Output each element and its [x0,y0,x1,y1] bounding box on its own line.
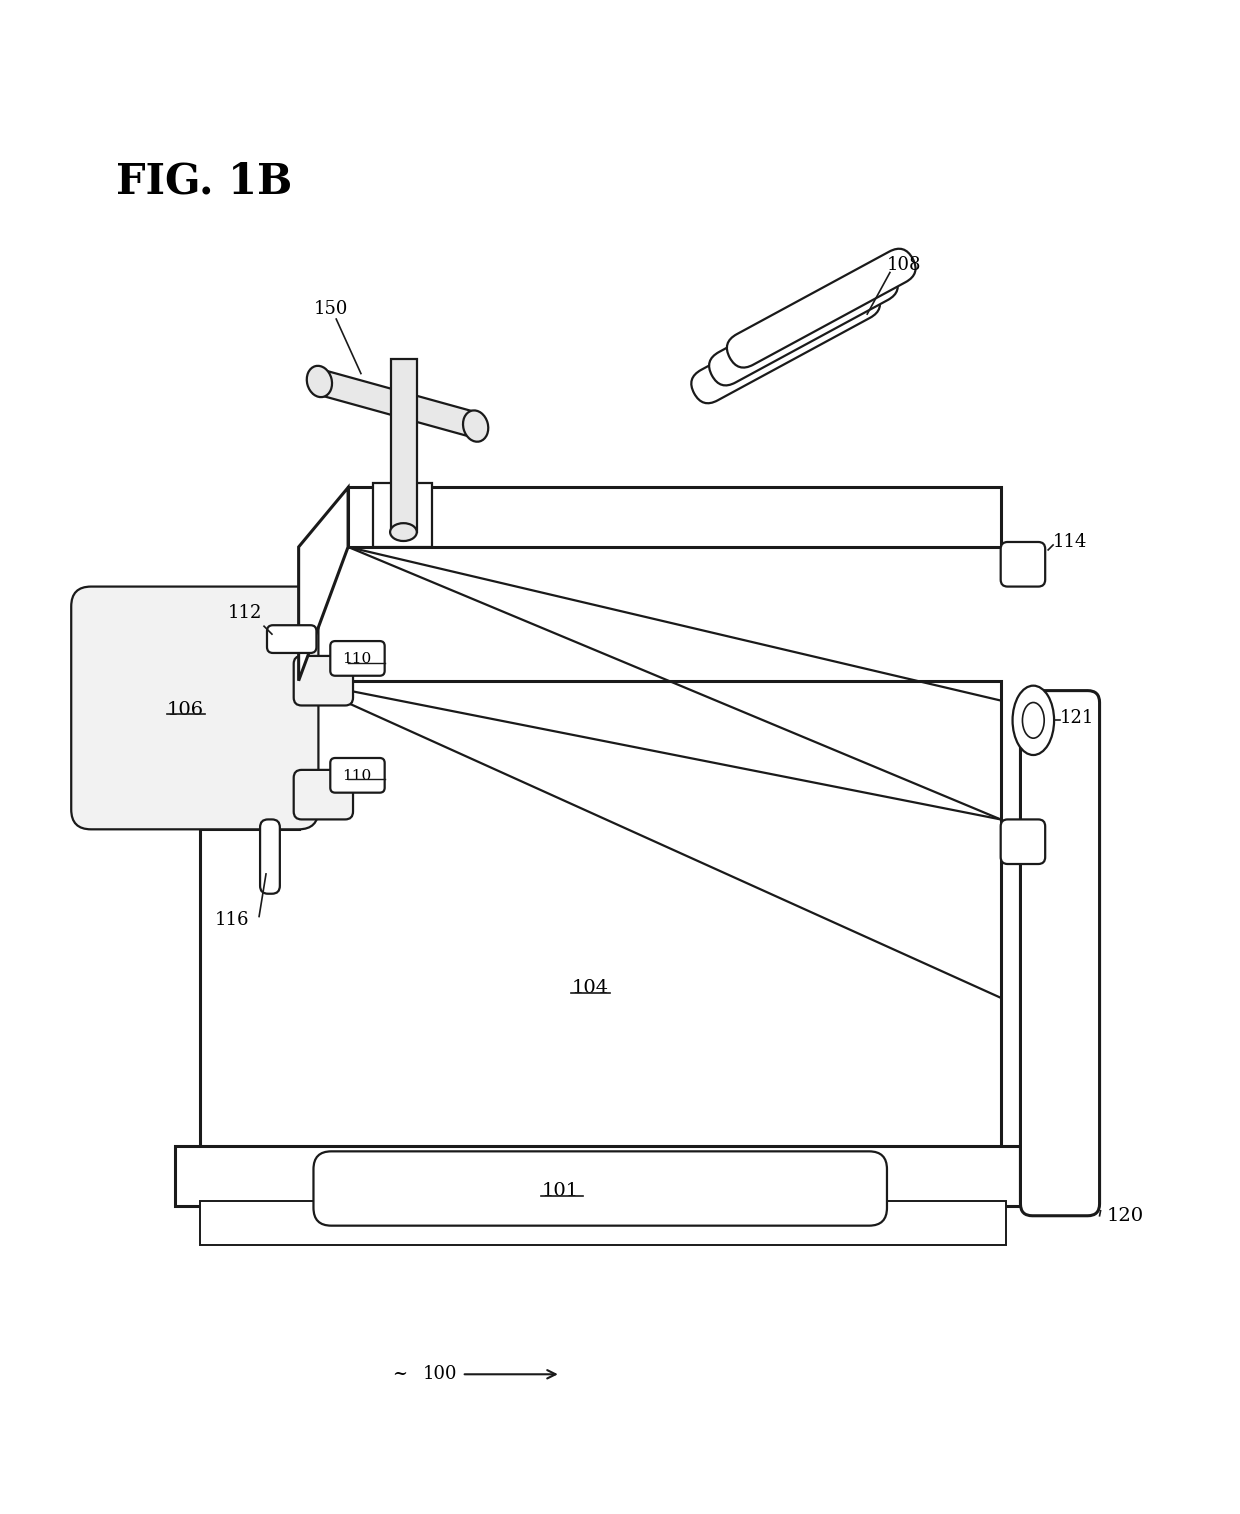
Text: 121: 121 [1060,710,1095,727]
Text: 114: 114 [1053,533,1087,551]
FancyBboxPatch shape [294,656,353,706]
FancyBboxPatch shape [1021,690,1100,1216]
Ellipse shape [463,410,489,442]
FancyBboxPatch shape [294,771,353,819]
Ellipse shape [1023,702,1044,739]
FancyBboxPatch shape [330,640,384,675]
FancyBboxPatch shape [260,819,280,893]
Text: 106: 106 [166,701,203,719]
Text: 110: 110 [342,653,372,666]
Polygon shape [200,681,1001,1151]
FancyBboxPatch shape [709,266,898,386]
Text: 120: 120 [1106,1207,1143,1225]
Text: FIG. 1B: FIG. 1B [115,160,291,203]
Text: 100: 100 [423,1366,456,1384]
Text: 116: 116 [215,911,249,930]
FancyBboxPatch shape [691,285,880,403]
Polygon shape [348,488,1001,547]
FancyBboxPatch shape [1001,819,1045,864]
Polygon shape [299,488,348,681]
FancyBboxPatch shape [330,759,384,793]
Polygon shape [373,483,432,547]
Text: 112: 112 [228,604,262,622]
Text: 101: 101 [542,1182,579,1201]
Polygon shape [200,1201,1006,1246]
Ellipse shape [391,524,417,540]
Text: 108: 108 [887,256,921,274]
FancyBboxPatch shape [267,625,316,653]
FancyBboxPatch shape [727,248,915,368]
FancyBboxPatch shape [314,1151,887,1226]
Text: ~: ~ [393,1366,408,1384]
Text: 110: 110 [342,769,372,783]
Ellipse shape [306,366,332,397]
FancyBboxPatch shape [71,586,319,830]
Text: 104: 104 [572,980,609,996]
Polygon shape [314,368,480,438]
Polygon shape [175,1146,1021,1205]
Text: 150: 150 [314,300,348,318]
Polygon shape [391,359,418,531]
Ellipse shape [1013,686,1054,755]
FancyBboxPatch shape [1001,542,1045,586]
